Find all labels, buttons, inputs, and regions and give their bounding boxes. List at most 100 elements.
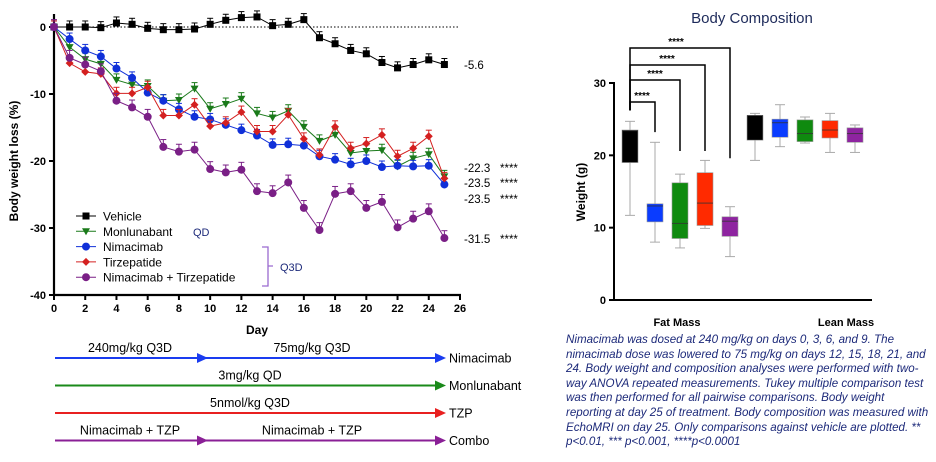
significance-label: **** xyxy=(500,194,518,206)
treatment-label: Nimacimab xyxy=(449,352,512,366)
legend-marker xyxy=(82,242,90,251)
dose-label: 75mg/kg Q3D xyxy=(273,341,350,355)
data-point xyxy=(362,50,370,58)
box-lean xyxy=(771,104,789,148)
y-tick-label: -30 xyxy=(30,223,46,235)
data-point xyxy=(299,134,308,143)
data-point xyxy=(174,111,183,120)
data-point xyxy=(424,207,433,216)
data-point xyxy=(268,114,277,122)
arrowhead xyxy=(435,380,446,391)
data-point xyxy=(424,161,433,170)
data-point xyxy=(81,67,90,76)
x-tick-label: 2 xyxy=(82,303,88,315)
data-point xyxy=(143,83,152,92)
data-point xyxy=(299,141,308,150)
y-tick-label: -40 xyxy=(30,290,46,302)
data-point xyxy=(284,178,293,187)
data-point xyxy=(65,35,74,44)
y-tick-label: 20 xyxy=(594,150,606,162)
x-tick-label: 18 xyxy=(329,303,341,315)
data-point xyxy=(65,53,74,62)
box xyxy=(746,115,764,141)
data-point xyxy=(268,127,277,136)
category-label: Lean Mass xyxy=(818,317,874,329)
legend-marker xyxy=(82,273,90,282)
data-point xyxy=(393,223,402,232)
data-point xyxy=(191,25,199,33)
data-point xyxy=(221,168,230,177)
data-point xyxy=(315,34,323,42)
data-point xyxy=(425,56,433,64)
schedule-row: 240mg/kg Q3D 75mg/kg Q3D Nimacimab xyxy=(55,341,512,366)
data-point xyxy=(424,132,433,141)
treatment-label: Combo xyxy=(449,434,489,448)
data-point xyxy=(174,97,183,105)
data-point xyxy=(409,214,418,223)
box xyxy=(721,216,739,237)
data-point xyxy=(159,26,167,34)
legend-label: Nimacimab + Tirzepatide xyxy=(103,271,236,285)
data-point xyxy=(394,64,402,72)
box xyxy=(646,203,664,223)
data-point xyxy=(409,162,418,171)
x-tick-label: 22 xyxy=(391,303,403,315)
data-point xyxy=(346,160,355,169)
box-fat xyxy=(621,120,639,216)
data-point xyxy=(112,96,121,105)
figure-caption: Nimacimab was dosed at 240 mg/kg on days… xyxy=(566,333,929,449)
x-tick-label: 14 xyxy=(266,303,279,315)
data-point xyxy=(253,110,261,118)
data-point xyxy=(128,103,137,112)
end-value-label: -23.5 xyxy=(464,194,490,206)
data-point xyxy=(65,44,74,52)
data-point xyxy=(206,115,215,124)
data-point xyxy=(128,73,137,82)
end-value-label: -23.5 xyxy=(464,178,490,190)
data-point xyxy=(253,13,261,21)
significance-label: **** xyxy=(634,91,650,102)
data-point xyxy=(409,61,417,69)
data-point xyxy=(253,131,261,140)
data-point xyxy=(331,122,340,131)
box xyxy=(671,182,689,239)
significance-label: **** xyxy=(500,163,518,175)
data-point xyxy=(331,40,339,48)
treatment-label: TZP xyxy=(449,407,473,421)
data-point xyxy=(143,112,152,121)
data-point xyxy=(409,144,418,153)
data-point xyxy=(269,22,277,30)
box xyxy=(621,129,639,163)
significance-label: **** xyxy=(500,178,518,190)
series-line xyxy=(53,26,445,177)
y-axis-label: Body weight loss (%) xyxy=(7,101,21,222)
end-value-label: -22.3 xyxy=(464,163,490,175)
y-tick-label: 0 xyxy=(40,22,46,34)
data-point xyxy=(362,139,371,148)
x-tick-label: 10 xyxy=(204,303,216,315)
arrowhead xyxy=(435,435,446,446)
data-point xyxy=(362,157,371,165)
dose-label: Nimacimab + TZP xyxy=(80,424,180,438)
data-point xyxy=(190,100,199,109)
dose-label: 5nmol/kg Q3D xyxy=(210,396,290,410)
data-point xyxy=(206,105,215,113)
data-point xyxy=(315,150,324,159)
data-point xyxy=(66,23,74,31)
data-point xyxy=(409,155,418,163)
x-tick-label: 16 xyxy=(298,303,310,315)
data-point xyxy=(159,96,168,105)
data-point xyxy=(221,101,230,109)
data-point xyxy=(299,203,308,212)
data-point xyxy=(96,67,105,76)
data-point xyxy=(50,23,58,31)
data-point xyxy=(268,189,277,198)
box xyxy=(771,118,789,138)
data-point xyxy=(237,95,246,103)
box xyxy=(846,127,864,143)
legend-label: Tirzepatide xyxy=(103,255,162,269)
data-point xyxy=(81,60,90,69)
data-point xyxy=(81,23,89,31)
treatment-label: Monlunabant xyxy=(449,379,522,393)
data-point xyxy=(346,144,355,153)
